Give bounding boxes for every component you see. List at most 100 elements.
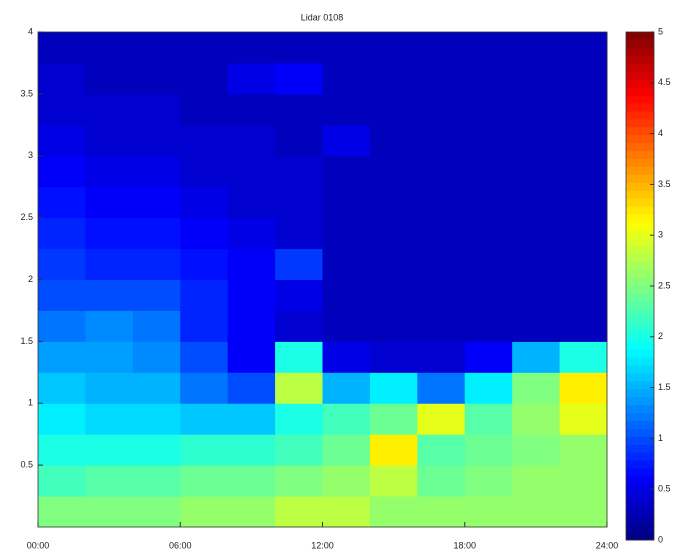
- colorbar-swatch: [626, 428, 654, 438]
- heat-cell: [275, 279, 323, 311]
- heat-cell: [464, 403, 513, 435]
- heat-cell: [559, 279, 608, 311]
- heat-cell: [369, 186, 418, 219]
- heat-cell: [180, 372, 229, 404]
- y-tick-label: 4: [28, 26, 33, 36]
- heat-cell: [322, 124, 371, 157]
- colorbar-swatch: [626, 325, 654, 335]
- heat-cell: [275, 496, 323, 528]
- heat-cell: [132, 62, 181, 95]
- colorbar-swatch: [626, 238, 654, 247]
- heat-cell: [464, 279, 513, 311]
- heat-cell: [227, 279, 276, 311]
- heat-cell: [227, 155, 276, 188]
- heat-cell: [322, 32, 371, 64]
- x-tick-label: 12:00: [311, 540, 334, 550]
- heat-cell: [85, 248, 134, 280]
- heat-cell: [512, 248, 561, 280]
- heat-cell: [180, 62, 229, 95]
- colorbar-swatch: [626, 39, 654, 49]
- heat-cell: [85, 434, 134, 466]
- heat-cell: [275, 32, 323, 64]
- colorbar-tick-label: 4: [658, 128, 663, 138]
- heat-cell: [180, 32, 229, 64]
- heat-cell: [132, 186, 181, 219]
- colorbar-swatch: [626, 270, 654, 279]
- heat-cell: [38, 93, 86, 126]
- heat-cell: [38, 403, 86, 435]
- heat-cell: [322, 341, 371, 373]
- heat-cell: [85, 465, 134, 497]
- heat-cell: [464, 124, 513, 157]
- heat-cell: [417, 403, 466, 435]
- y-tick-label: 1: [28, 398, 33, 408]
- heat-cell: [275, 248, 323, 280]
- colorbar-swatch: [626, 413, 654, 422]
- heat-cell: [275, 403, 323, 435]
- heat-cell: [369, 496, 418, 528]
- heat-cell: [464, 32, 513, 64]
- heat-cell: [132, 155, 181, 188]
- heat-cell: [417, 310, 466, 342]
- heat-cell: [85, 62, 134, 95]
- heat-cell: [559, 155, 608, 188]
- heat-cell: [322, 155, 371, 188]
- heat-cell: [132, 279, 181, 311]
- colorbar-swatch: [626, 222, 654, 231]
- heat-cell: [227, 403, 276, 435]
- heat-cell: [227, 93, 276, 126]
- colorbar-swatch: [626, 143, 654, 152]
- y-tick-label: 2: [28, 274, 33, 284]
- colorbar-tick-label: 2: [658, 331, 663, 341]
- heat-cell: [464, 248, 513, 280]
- heat-cell: [180, 496, 229, 528]
- heat-cell: [559, 248, 608, 280]
- colorbar-swatch: [626, 63, 654, 73]
- colorbar-swatch: [626, 349, 654, 358]
- heat-cell: [417, 341, 466, 373]
- colorbar-swatch: [626, 381, 654, 390]
- colorbar-swatch: [626, 500, 654, 509]
- heat-cell: [227, 32, 276, 64]
- colorbar-swatch: [626, 182, 654, 192]
- heat-cell: [322, 62, 371, 95]
- heat-cell: [369, 217, 418, 250]
- heat-cell: [275, 372, 323, 404]
- heat-cell: [369, 279, 418, 311]
- heat-cell: [275, 124, 323, 157]
- heat-cell: [322, 465, 371, 497]
- heat-cell: [227, 124, 276, 157]
- heat-cell: [417, 93, 466, 126]
- heat-cell: [369, 310, 418, 342]
- colorbar-swatch: [626, 214, 654, 223]
- colorbar-swatch: [626, 397, 654, 406]
- heat-cell: [464, 496, 513, 528]
- heat-cell: [369, 403, 418, 435]
- heat-cell: [464, 465, 513, 497]
- heat-cell: [275, 62, 323, 95]
- heat-cell: [227, 465, 276, 497]
- heat-cell: [322, 434, 371, 466]
- heat-cell: [417, 32, 466, 64]
- colorbar-tick-label: 1.5: [658, 382, 671, 392]
- heat-cell: [132, 372, 181, 404]
- heat-cell: [227, 217, 276, 250]
- heat-cell: [464, 93, 513, 126]
- heat-cell: [38, 217, 86, 250]
- x-tick-label: 00:00: [27, 540, 50, 550]
- y-tick-label: 1.5: [20, 336, 33, 346]
- colorbar-swatch: [626, 492, 654, 501]
- heat-cell: [559, 93, 608, 126]
- heat-cell: [132, 310, 181, 342]
- heat-cell: [512, 403, 561, 435]
- heat-cell: [227, 310, 276, 342]
- heat-cell: [275, 93, 323, 126]
- colorbar-swatch: [626, 47, 654, 57]
- heat-cell: [559, 403, 608, 435]
- heat-cell: [85, 217, 134, 250]
- heat-cell: [38, 341, 86, 373]
- heat-cell: [464, 434, 513, 466]
- heat-cell: [85, 341, 134, 373]
- heat-cell: [417, 217, 466, 250]
- colorbar-swatch: [626, 262, 654, 271]
